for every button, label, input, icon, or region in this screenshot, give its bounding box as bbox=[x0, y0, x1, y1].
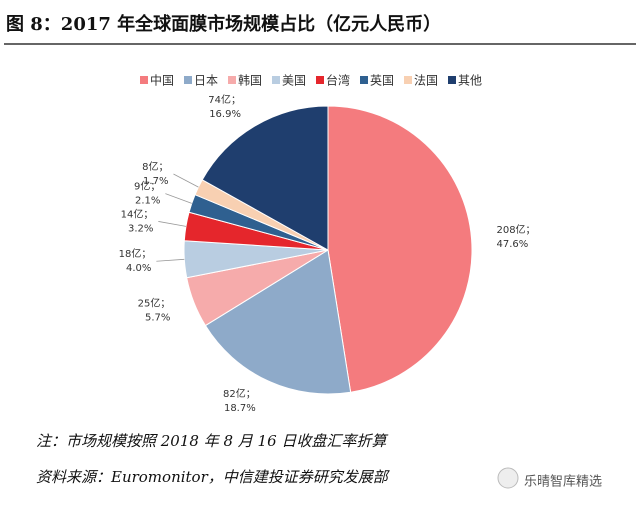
watermark-icon bbox=[497, 467, 519, 489]
legend-swatch bbox=[448, 76, 456, 84]
value-label: 74亿； bbox=[208, 93, 241, 106]
legend-label: 韩国 bbox=[238, 73, 262, 88]
legend-swatch bbox=[360, 76, 368, 84]
source: 资料来源：Euromonitor，中信建投证券研究发展部 bbox=[36, 468, 391, 486]
value-label: 25亿； bbox=[138, 296, 171, 309]
legend-label: 中国 bbox=[150, 73, 174, 88]
legend-label: 台湾 bbox=[326, 73, 350, 88]
leader-line bbox=[156, 258, 185, 262]
legend-swatch bbox=[272, 76, 280, 84]
value-label: 208亿； bbox=[496, 223, 535, 236]
share-label: 4.0% bbox=[126, 263, 151, 274]
legend-swatch bbox=[316, 76, 324, 84]
share-label: 3.2% bbox=[128, 223, 153, 234]
legend-label: 其他 bbox=[458, 74, 482, 88]
value-label: 82亿； bbox=[223, 387, 256, 400]
pie-slice bbox=[204, 249, 352, 395]
share-label: 47.6% bbox=[496, 239, 528, 250]
chart-title: 图 8：2017 年全球面膜市场规模占比（亿元人民币） bbox=[6, 13, 441, 35]
legend-label: 英国 bbox=[370, 74, 394, 88]
note: 注：市场规模按照 2018 年 8 月 16 日收盘汇率折算 bbox=[36, 432, 388, 450]
legend-swatch bbox=[404, 76, 412, 84]
legend-label: 法国 bbox=[414, 74, 438, 88]
share-label: 18.7% bbox=[224, 403, 256, 414]
legend-label: 日本 bbox=[194, 74, 218, 88]
pie-slice bbox=[201, 105, 329, 251]
share-label: 5.7% bbox=[145, 312, 170, 323]
leader-line bbox=[165, 193, 192, 204]
share-label: 16.9% bbox=[209, 109, 241, 120]
legend-swatch bbox=[140, 76, 148, 84]
legend-swatch bbox=[228, 76, 236, 84]
leader-line bbox=[173, 173, 199, 188]
value-label: 8亿； bbox=[142, 160, 168, 173]
value-label: 14亿； bbox=[121, 207, 154, 220]
leader-line bbox=[158, 221, 187, 227]
legend-label: 美国 bbox=[282, 74, 306, 88]
pie-slice bbox=[327, 105, 473, 393]
legend-swatch bbox=[184, 76, 192, 84]
share-label: 1.7% bbox=[143, 176, 168, 187]
value-label: 18亿； bbox=[119, 247, 152, 260]
share-label: 2.1% bbox=[135, 196, 160, 207]
value-label: 9亿； bbox=[134, 180, 160, 193]
watermark: 乐晴智库精选 bbox=[524, 474, 602, 490]
